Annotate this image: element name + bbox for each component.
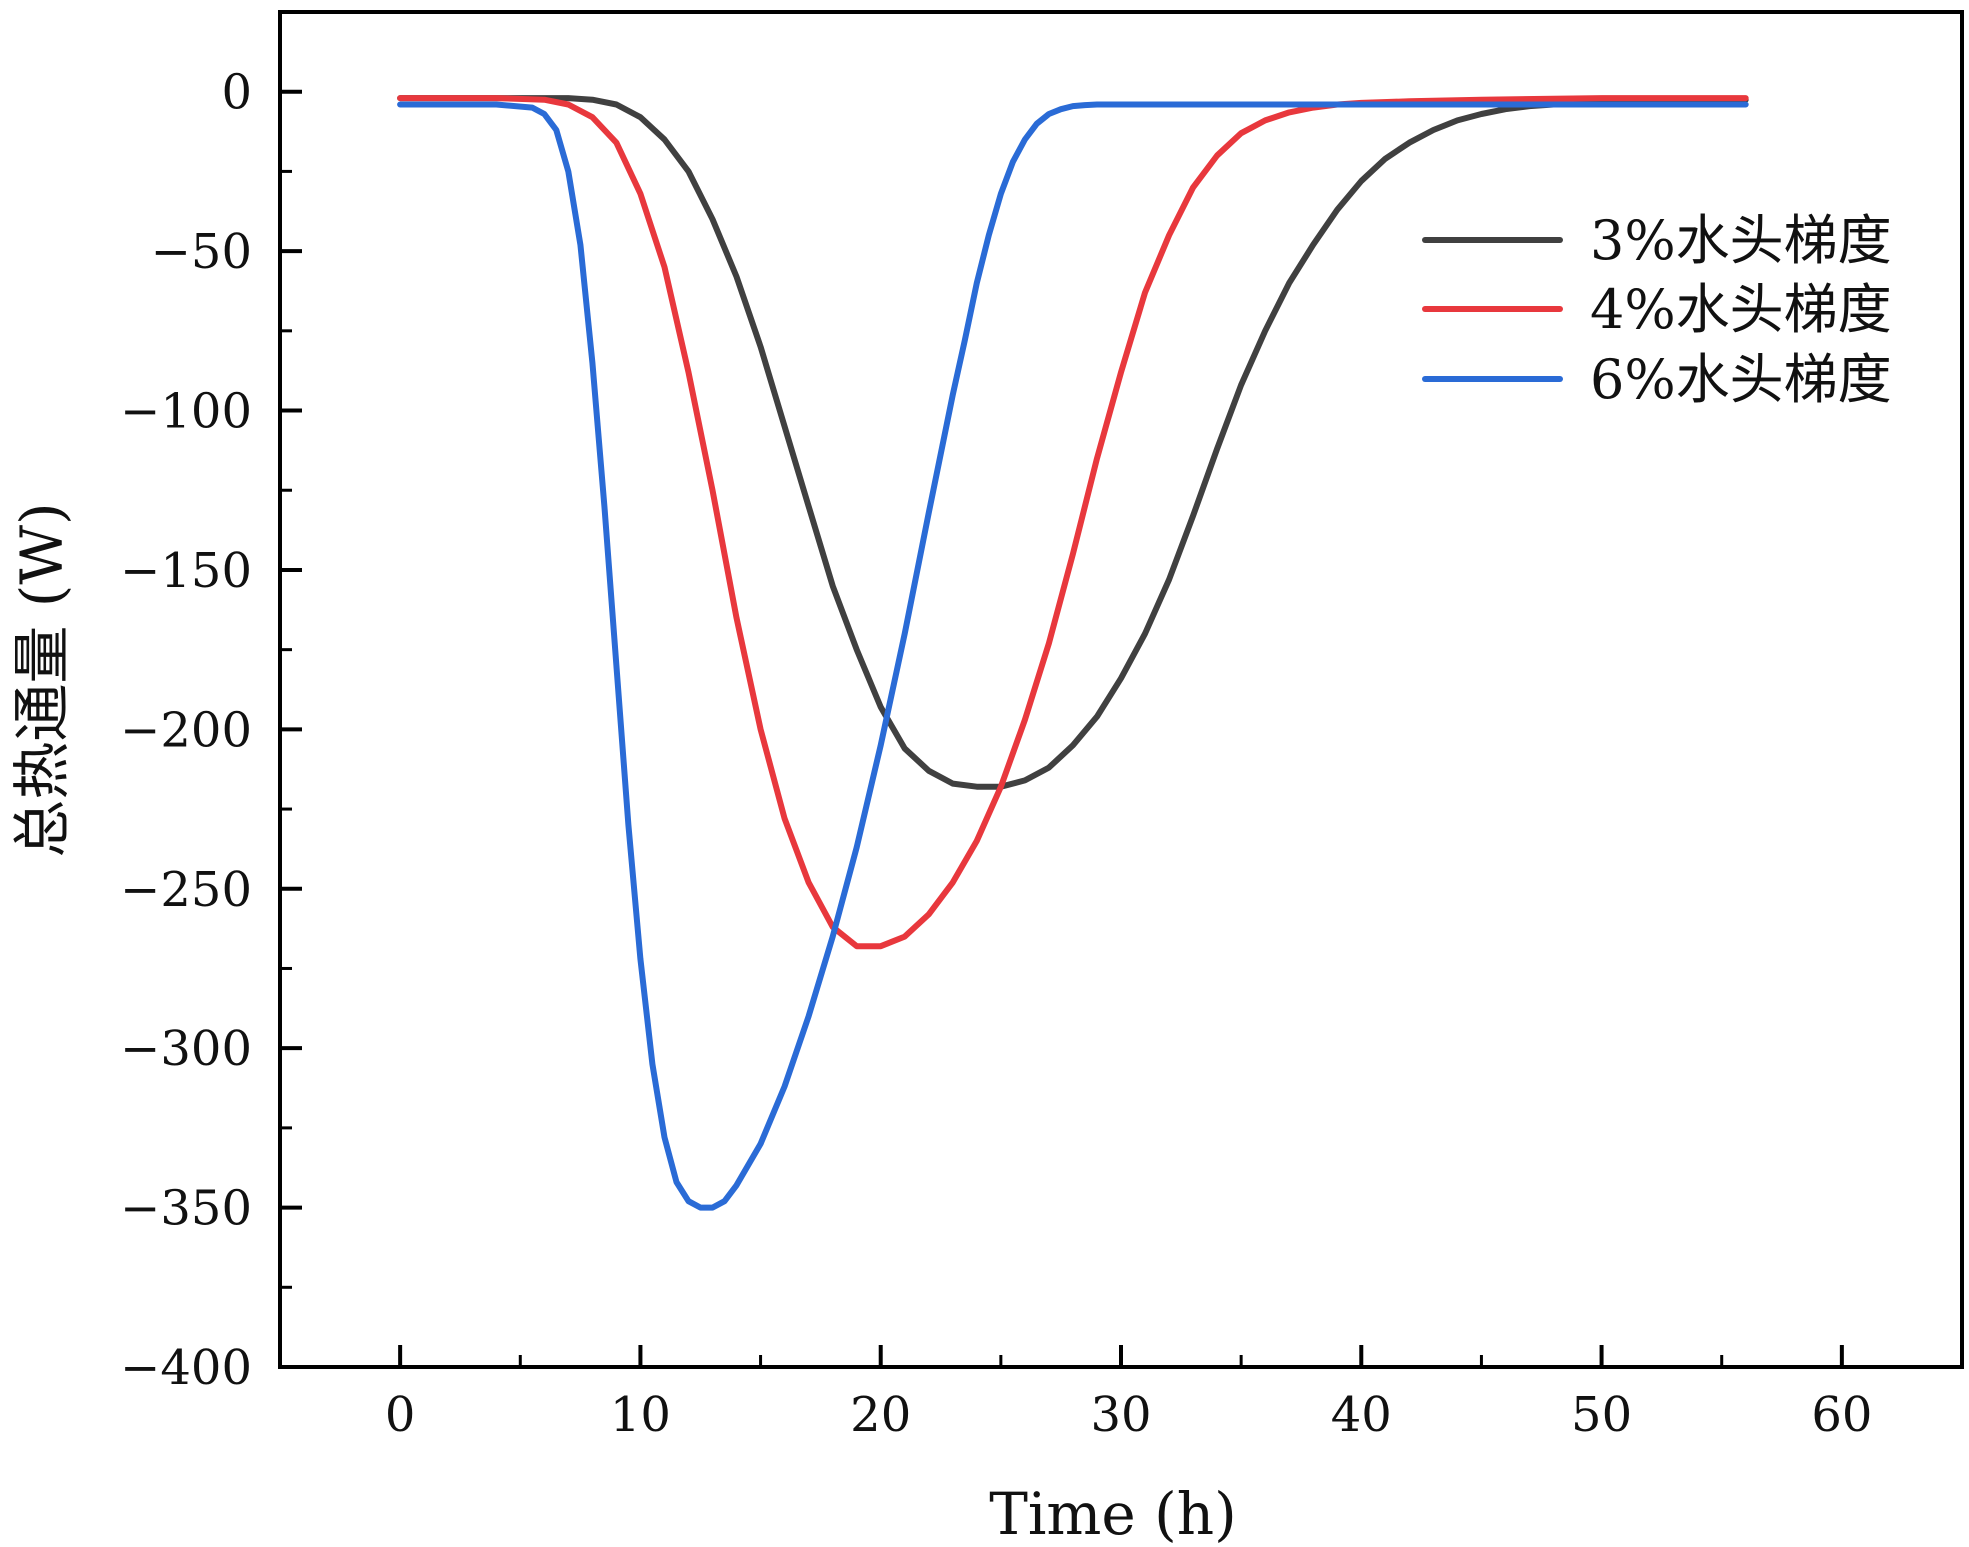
- x-tick-label: 20: [850, 1387, 911, 1443]
- label-layer: 0 10 20 30 40 50 60 0 −50 −100 −150 −200 −250 −300 −35…: [120, 65, 1872, 1443]
- y-tick-label: −200: [120, 702, 252, 758]
- series-line-2: [397, 101, 1749, 1211]
- series-line-1: [397, 95, 1749, 950]
- legend: 3%水头梯度 4%水头梯度 6%水头梯度: [1422, 209, 1892, 411]
- legend-label-3pct: 3%水头梯度: [1590, 209, 1892, 272]
- y-tick-label: −100: [120, 384, 252, 440]
- x-tick-label: 60: [1811, 1387, 1872, 1443]
- y-tick-label: −400: [120, 1340, 252, 1396]
- y-tick-label: −150: [120, 543, 252, 599]
- series-layer: [397, 95, 1749, 1211]
- x-tick-label: 40: [1331, 1387, 1392, 1443]
- x-axis-title: Time (h): [989, 1480, 1237, 1547]
- legend-label-6pct: 6%水头梯度: [1590, 348, 1892, 411]
- y-tick-label: −250: [120, 862, 252, 918]
- x-tick-label: 10: [610, 1387, 671, 1443]
- x-tick-label: 30: [1090, 1387, 1151, 1443]
- y-tick-label: −300: [120, 1021, 252, 1077]
- y-axis-title: 总热通量 (W): [8, 502, 76, 857]
- tick-layer: [280, 10, 1844, 1369]
- y-tick-label: −350: [120, 1181, 252, 1237]
- x-tick-label: 0: [385, 1387, 416, 1443]
- series-line-0: [397, 95, 1749, 790]
- y-tick-label: 0: [221, 65, 252, 121]
- x-tick-label: 50: [1571, 1387, 1632, 1443]
- legend-label-4pct: 4%水头梯度: [1590, 278, 1892, 341]
- y-tick-label: −50: [151, 224, 252, 280]
